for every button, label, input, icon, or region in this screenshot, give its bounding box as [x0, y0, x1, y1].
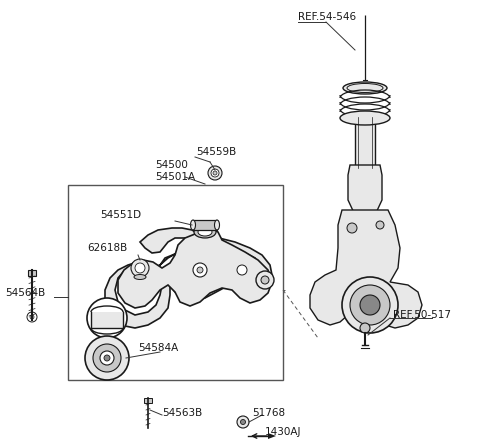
- Polygon shape: [348, 165, 382, 215]
- Text: 54559B: 54559B: [196, 147, 236, 157]
- Circle shape: [360, 323, 370, 333]
- Circle shape: [342, 277, 398, 333]
- Circle shape: [261, 276, 269, 284]
- Circle shape: [93, 344, 121, 372]
- Circle shape: [376, 221, 384, 229]
- Text: 54501A: 54501A: [155, 172, 195, 182]
- Circle shape: [197, 267, 203, 273]
- Bar: [68, 185, 283, 380]
- Ellipse shape: [194, 226, 216, 238]
- Circle shape: [104, 355, 110, 361]
- Circle shape: [347, 223, 357, 233]
- Text: 51768: 51768: [252, 408, 285, 418]
- Circle shape: [208, 166, 222, 180]
- Bar: [28, 270, 36, 276]
- Circle shape: [131, 259, 149, 277]
- Bar: [91, 312, 123, 328]
- Circle shape: [240, 419, 245, 425]
- Text: 54500: 54500: [155, 160, 188, 170]
- Ellipse shape: [343, 82, 387, 94]
- Polygon shape: [310, 210, 422, 328]
- Circle shape: [256, 271, 274, 289]
- Text: 54564B: 54564B: [5, 288, 45, 298]
- Circle shape: [30, 315, 34, 319]
- Bar: [144, 398, 152, 403]
- Text: 1430AJ: 1430AJ: [265, 427, 301, 437]
- Circle shape: [27, 312, 37, 322]
- Polygon shape: [118, 228, 272, 308]
- Text: 54551D: 54551D: [100, 210, 141, 220]
- Bar: [193, 220, 217, 230]
- Circle shape: [237, 416, 249, 428]
- Circle shape: [100, 351, 114, 365]
- Text: 62618B: 62618B: [87, 243, 127, 253]
- Ellipse shape: [340, 111, 390, 125]
- Polygon shape: [105, 228, 272, 328]
- Text: REF.54-546: REF.54-546: [298, 12, 356, 22]
- Circle shape: [360, 295, 380, 315]
- Ellipse shape: [347, 83, 383, 92]
- Polygon shape: [268, 433, 276, 439]
- Circle shape: [135, 263, 145, 273]
- Circle shape: [85, 336, 129, 380]
- Text: REF.50-517: REF.50-517: [393, 310, 451, 320]
- Text: 54563B: 54563B: [162, 408, 202, 418]
- Ellipse shape: [198, 228, 212, 236]
- Circle shape: [237, 265, 247, 275]
- Ellipse shape: [215, 220, 219, 230]
- Circle shape: [87, 298, 127, 338]
- Circle shape: [211, 169, 219, 177]
- Text: 54584A: 54584A: [138, 343, 178, 353]
- Ellipse shape: [191, 220, 195, 230]
- Circle shape: [193, 263, 207, 277]
- Bar: [355, 115, 375, 170]
- Circle shape: [350, 285, 390, 325]
- Ellipse shape: [134, 275, 146, 280]
- Circle shape: [213, 171, 217, 175]
